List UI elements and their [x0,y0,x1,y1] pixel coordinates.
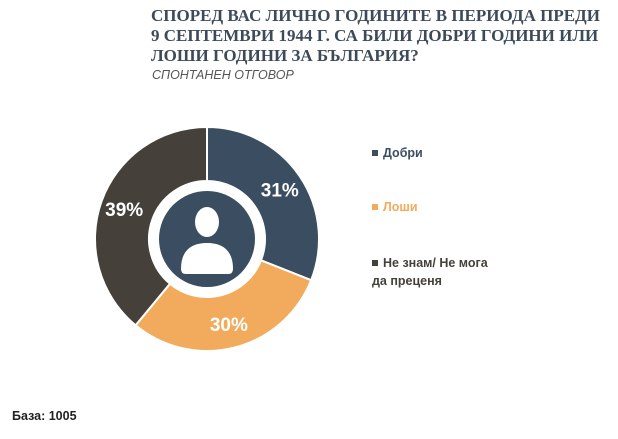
chart-subtitle: СПОНТАНЕН ОТГОВОР [152,68,294,82]
legend-swatch-dobri [372,149,378,156]
legend-item-ne-znam: Не знам/ Не мога да преценя [372,254,492,290]
legend-swatch-loshi [372,203,378,210]
legend-item-loshi: Лоши [372,198,492,216]
base-size-note: База: 1005 [12,409,77,423]
chart-title: СПОРЕД ВАС ЛИЧНО ГОДИНИТЕ В ПЕРИОДА ПРЕД… [151,6,600,65]
legend-label-loshi: Лоши [383,200,418,214]
legend-swatch-ne-znam [372,259,378,266]
legend-label-ne-znam: Не знам/ Не мога да преценя [372,256,488,288]
person-silhouette-icon [181,207,233,274]
data-label-ne-znam: 39% [105,200,143,221]
data-label-dobri: 31% [261,181,299,202]
legend-label-dobri: Добри [383,146,423,160]
center-figure [149,181,265,297]
donut-slice-loshi [134,259,313,352]
data-label-loshi: 30% [210,315,248,336]
legend-item-dobri: Добри [372,144,492,162]
